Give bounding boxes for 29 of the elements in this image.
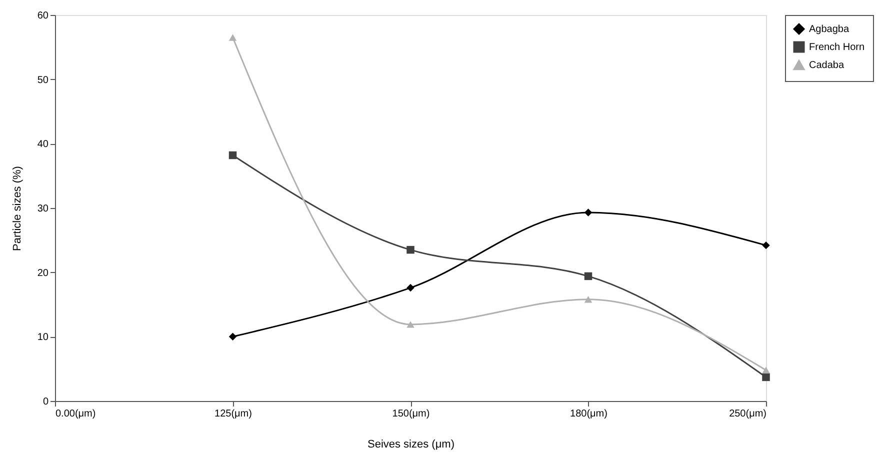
legend-label: Cadaba — [809, 60, 844, 71]
x-tick-label: 0.00(μm) — [56, 408, 96, 420]
legend-label: French Horn — [809, 42, 865, 53]
x-tick-label: 125(μm) — [214, 408, 252, 420]
y-tick-label: 10 — [37, 332, 49, 344]
y-axis-title: Particle sizes (%) — [11, 166, 24, 251]
y-tick-label: 50 — [37, 74, 49, 86]
point — [762, 241, 770, 250]
x-axis-title: Seives sizes (μm) — [367, 438, 455, 450]
y-tick-label: 40 — [37, 139, 49, 150]
x-tick-label: 150(μm) — [392, 408, 430, 420]
point — [762, 366, 770, 374]
point — [406, 246, 414, 254]
x-tick-label: 250(μm) — [729, 408, 766, 420]
point — [406, 284, 414, 292]
legend-label: Agbagba — [809, 24, 850, 35]
y-tick-label: 0 — [42, 396, 49, 408]
y-tick-label: 60 — [37, 10, 49, 22]
point — [228, 332, 237, 341]
point — [762, 373, 770, 382]
y-tick-label: 30 — [37, 204, 49, 214]
point — [584, 296, 592, 303]
point — [228, 151, 237, 160]
point — [584, 272, 592, 280]
x-tick-label: 180(μm) — [570, 408, 608, 420]
y-tick-label: 20 — [37, 268, 49, 279]
point — [406, 321, 414, 328]
point — [584, 208, 592, 216]
point — [228, 34, 237, 41]
